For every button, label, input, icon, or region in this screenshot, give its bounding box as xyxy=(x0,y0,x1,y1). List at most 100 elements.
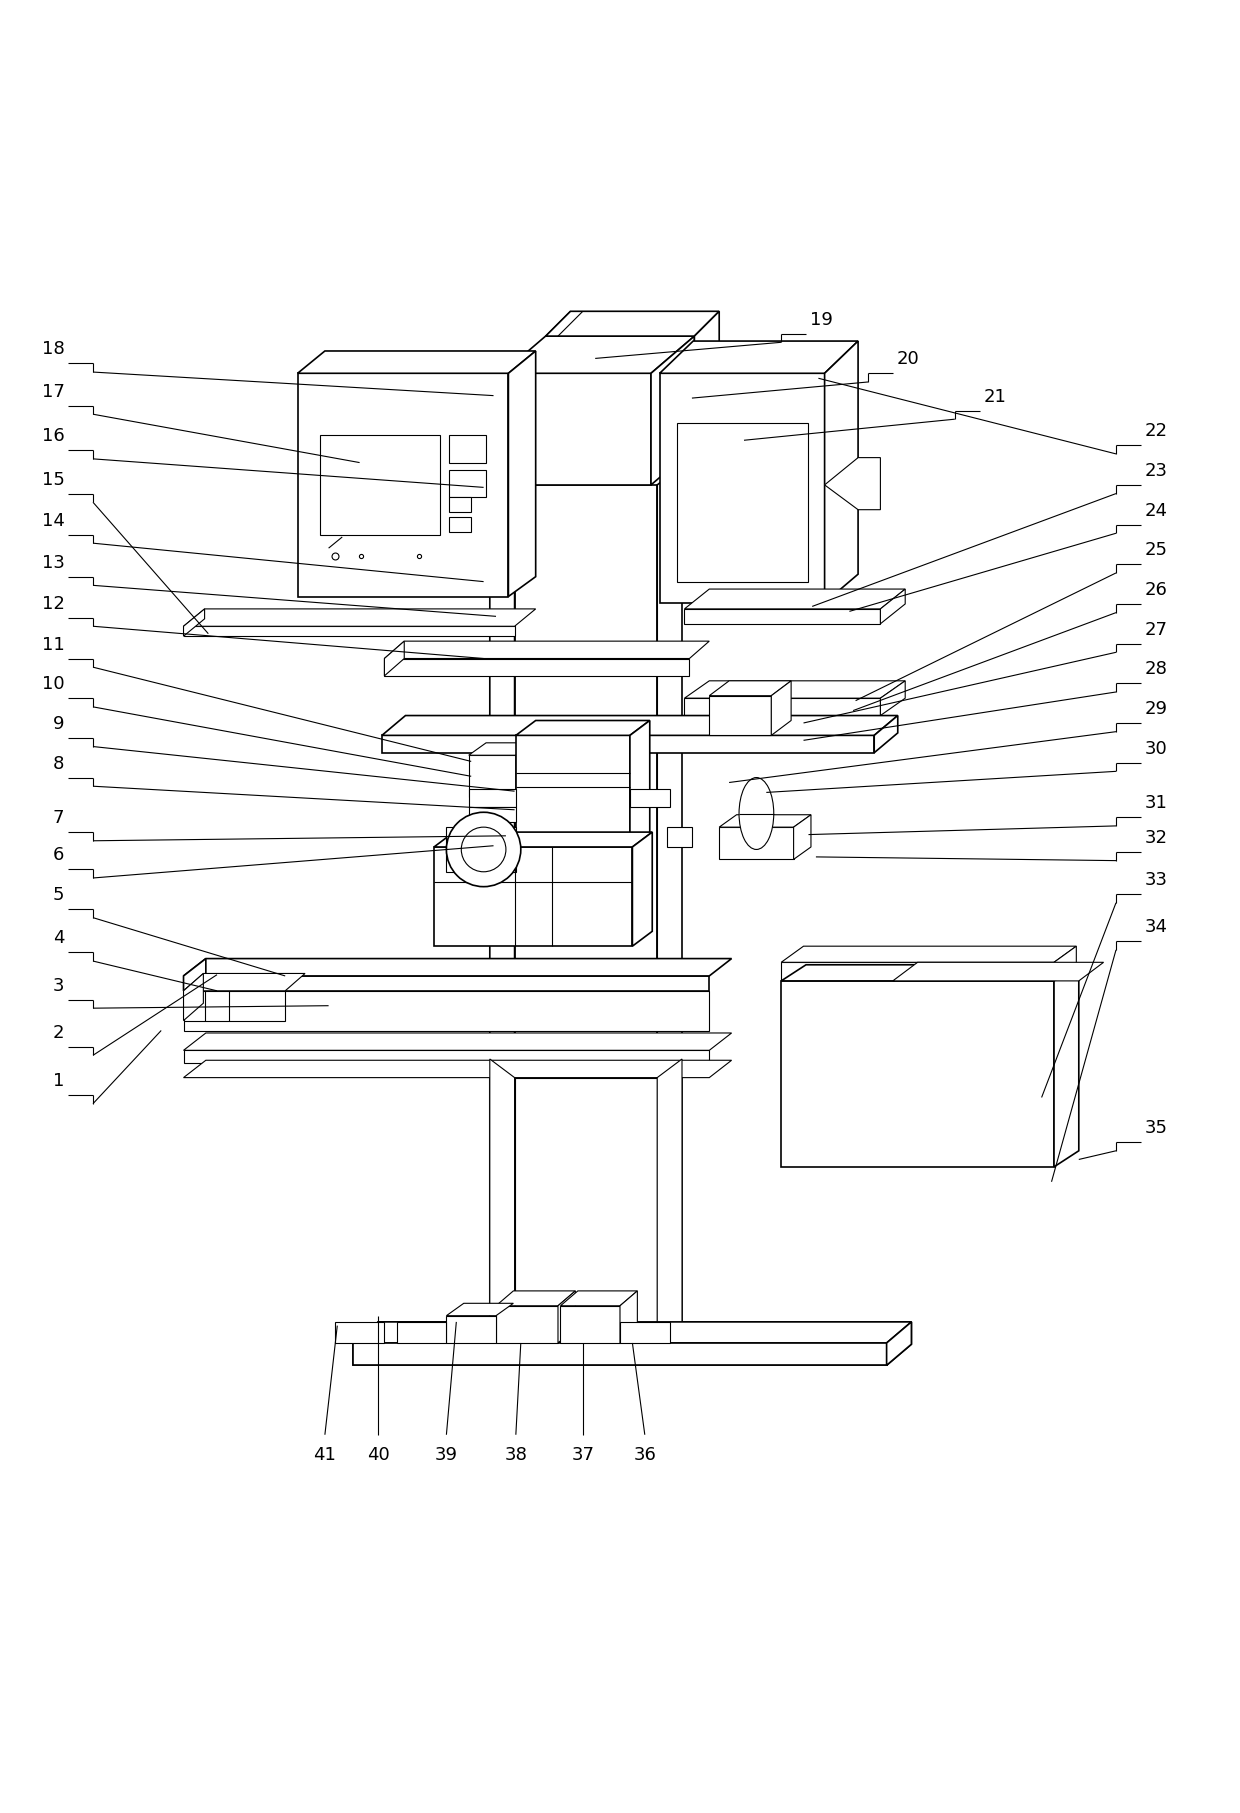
Text: 4: 4 xyxy=(53,930,64,948)
Text: 40: 40 xyxy=(367,1447,389,1463)
Polygon shape xyxy=(660,373,825,602)
Polygon shape xyxy=(184,959,732,975)
Polygon shape xyxy=(446,1316,496,1343)
Circle shape xyxy=(461,827,506,872)
Bar xyxy=(449,517,471,531)
Text: 34: 34 xyxy=(1145,917,1168,936)
Text: 3: 3 xyxy=(53,977,64,995)
Polygon shape xyxy=(684,698,880,716)
Polygon shape xyxy=(781,946,1076,963)
Polygon shape xyxy=(516,720,650,736)
Polygon shape xyxy=(353,1322,911,1343)
Polygon shape xyxy=(469,789,516,807)
Polygon shape xyxy=(446,1304,513,1316)
Text: 13: 13 xyxy=(42,553,64,571)
Polygon shape xyxy=(184,1061,732,1077)
Polygon shape xyxy=(184,959,206,992)
Text: 32: 32 xyxy=(1145,829,1168,847)
Polygon shape xyxy=(667,827,692,847)
Polygon shape xyxy=(719,814,811,827)
Polygon shape xyxy=(620,1291,637,1343)
Polygon shape xyxy=(502,373,651,484)
Polygon shape xyxy=(771,682,791,736)
Polygon shape xyxy=(516,743,533,798)
Text: 20: 20 xyxy=(897,350,919,368)
Text: 1: 1 xyxy=(53,1071,64,1090)
Polygon shape xyxy=(353,1343,887,1365)
Text: 38: 38 xyxy=(505,1447,527,1463)
Polygon shape xyxy=(335,1322,384,1343)
Polygon shape xyxy=(677,422,808,582)
Text: 19: 19 xyxy=(810,310,832,328)
Text: 39: 39 xyxy=(435,1447,458,1463)
Polygon shape xyxy=(684,609,880,624)
Polygon shape xyxy=(502,335,694,373)
Polygon shape xyxy=(880,589,905,624)
Polygon shape xyxy=(496,1305,558,1343)
Text: 6: 6 xyxy=(53,847,64,865)
Polygon shape xyxy=(874,716,898,752)
Polygon shape xyxy=(298,352,536,373)
Text: 12: 12 xyxy=(42,595,64,613)
Text: 37: 37 xyxy=(572,1447,594,1463)
Polygon shape xyxy=(630,789,670,807)
Polygon shape xyxy=(184,992,285,1021)
Polygon shape xyxy=(546,312,719,335)
Polygon shape xyxy=(469,743,533,756)
Polygon shape xyxy=(630,720,650,847)
Polygon shape xyxy=(893,963,1104,981)
Polygon shape xyxy=(516,736,630,847)
Polygon shape xyxy=(781,963,1054,981)
Polygon shape xyxy=(184,609,536,625)
Text: 15: 15 xyxy=(42,471,64,490)
Text: 41: 41 xyxy=(314,1447,336,1463)
Text: 24: 24 xyxy=(1145,502,1168,520)
Polygon shape xyxy=(684,589,905,609)
Text: 7: 7 xyxy=(53,809,64,827)
Text: 8: 8 xyxy=(53,754,64,772)
Polygon shape xyxy=(794,814,811,859)
Text: 22: 22 xyxy=(1145,422,1168,441)
Polygon shape xyxy=(434,847,632,946)
Polygon shape xyxy=(560,1305,620,1343)
Text: 16: 16 xyxy=(42,428,64,446)
Bar xyxy=(449,470,486,497)
Text: 28: 28 xyxy=(1145,660,1167,678)
Text: 17: 17 xyxy=(42,383,64,401)
Text: 29: 29 xyxy=(1145,700,1168,718)
Polygon shape xyxy=(825,341,858,602)
Polygon shape xyxy=(469,756,516,798)
Text: 30: 30 xyxy=(1145,740,1167,758)
Polygon shape xyxy=(184,1033,732,1050)
Bar xyxy=(449,435,486,462)
Polygon shape xyxy=(446,827,516,872)
Polygon shape xyxy=(397,1322,446,1343)
Polygon shape xyxy=(887,1322,911,1365)
Polygon shape xyxy=(1054,965,1079,1168)
Text: 21: 21 xyxy=(983,388,1006,406)
Polygon shape xyxy=(184,1050,709,1062)
Polygon shape xyxy=(508,352,536,596)
Polygon shape xyxy=(298,373,508,596)
Polygon shape xyxy=(694,312,719,422)
Polygon shape xyxy=(657,1059,682,1343)
Text: 11: 11 xyxy=(42,636,64,653)
Polygon shape xyxy=(657,466,682,1343)
Text: 31: 31 xyxy=(1145,794,1167,812)
Polygon shape xyxy=(709,696,771,736)
Bar xyxy=(449,497,471,513)
Polygon shape xyxy=(434,832,652,847)
Polygon shape xyxy=(384,658,689,676)
Polygon shape xyxy=(184,992,709,1030)
Text: 5: 5 xyxy=(53,887,64,905)
Polygon shape xyxy=(384,642,709,658)
Text: 35: 35 xyxy=(1145,1119,1168,1137)
Circle shape xyxy=(446,812,521,887)
Text: 18: 18 xyxy=(42,341,64,359)
Polygon shape xyxy=(660,341,858,373)
Ellipse shape xyxy=(739,778,774,850)
Text: 9: 9 xyxy=(53,714,64,732)
Polygon shape xyxy=(184,625,515,636)
Text: 23: 23 xyxy=(1145,462,1168,480)
Polygon shape xyxy=(384,642,404,676)
